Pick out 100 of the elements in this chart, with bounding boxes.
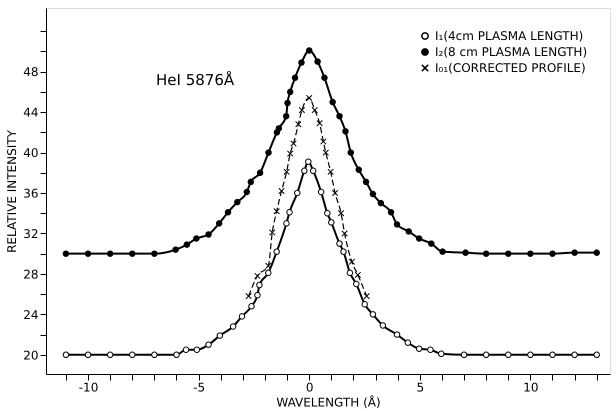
point	[245, 292, 252, 300]
point	[84, 352, 92, 358]
point	[286, 209, 293, 216]
point	[438, 350, 444, 358]
point	[205, 341, 212, 348]
x-tick-label: -5	[193, 380, 206, 394]
point	[283, 220, 290, 227]
point	[549, 352, 556, 358]
point	[106, 250, 114, 257]
point	[273, 248, 280, 255]
point	[332, 190, 338, 196]
point	[244, 188, 250, 196]
point	[336, 112, 343, 120]
annotation: HeI 5876Å	[156, 71, 235, 89]
y-tick-label: 48	[23, 65, 38, 80]
legend-label: I₂(8 cm PLASMA LENGTH)	[435, 45, 588, 59]
point	[62, 352, 70, 358]
point	[338, 210, 344, 216]
point	[593, 352, 600, 358]
point	[216, 220, 222, 227]
point	[356, 166, 362, 173]
point	[290, 140, 297, 147]
point	[306, 47, 312, 54]
legend-label: I₀₁(CORRECTED PROFILE)	[435, 61, 586, 75]
point	[62, 250, 70, 257]
point	[527, 352, 534, 358]
point	[295, 121, 302, 128]
point	[292, 74, 298, 81]
point	[394, 331, 400, 338]
point	[314, 58, 321, 65]
point	[460, 352, 468, 358]
y-tick-label: 24	[23, 308, 38, 322]
point	[311, 106, 318, 114]
x-tick-label: 10	[523, 380, 539, 394]
point	[301, 168, 308, 174]
point	[265, 270, 272, 276]
point	[327, 168, 334, 176]
point	[353, 280, 360, 288]
point	[248, 303, 255, 310]
point	[427, 346, 434, 353]
point	[362, 178, 370, 186]
point	[336, 240, 343, 247]
point	[404, 339, 412, 346]
point	[320, 138, 327, 145]
point	[321, 74, 328, 81]
point	[482, 352, 490, 358]
point	[151, 250, 158, 257]
point	[284, 100, 291, 106]
point	[363, 292, 370, 300]
point	[394, 221, 400, 228]
point	[256, 170, 264, 176]
point	[462, 249, 469, 256]
point	[305, 158, 312, 165]
point	[346, 270, 354, 276]
point	[205, 231, 212, 238]
point	[276, 125, 282, 132]
point	[361, 301, 368, 308]
y-tick-label: 20	[23, 348, 38, 362]
point	[306, 94, 312, 102]
point	[416, 345, 422, 352]
point	[129, 352, 136, 358]
point	[278, 188, 285, 194]
point	[482, 250, 490, 257]
point	[193, 235, 200, 242]
point	[378, 200, 384, 206]
point	[84, 250, 92, 257]
point	[370, 190, 376, 198]
point	[248, 178, 254, 186]
point	[342, 128, 349, 135]
point	[329, 98, 336, 106]
point	[286, 150, 294, 157]
point	[380, 322, 386, 329]
point	[505, 352, 512, 358]
legend-label: I₁(4cm PLASMA LENGTH)	[435, 29, 584, 43]
point	[527, 250, 534, 257]
point	[283, 168, 290, 176]
point	[234, 198, 241, 206]
y-tick-label: 36	[23, 186, 38, 201]
point	[182, 346, 190, 353]
point	[151, 352, 158, 358]
point	[256, 282, 263, 288]
point	[322, 149, 330, 156]
x-tick-label: 0	[306, 380, 314, 394]
point	[265, 262, 272, 270]
point	[254, 292, 261, 298]
point	[341, 230, 348, 237]
point	[173, 352, 180, 358]
point	[265, 149, 272, 156]
point	[298, 106, 306, 114]
x-axis-title: WAVELENGTH (Å)	[276, 394, 381, 410]
point	[254, 272, 261, 280]
point	[571, 249, 578, 256]
point	[505, 250, 512, 257]
point	[370, 311, 376, 318]
point	[230, 323, 236, 330]
x-tick-label: 5	[416, 380, 424, 394]
y-tick-label: 40	[23, 146, 38, 160]
point	[269, 229, 276, 236]
point	[593, 249, 600, 256]
point	[294, 190, 300, 196]
